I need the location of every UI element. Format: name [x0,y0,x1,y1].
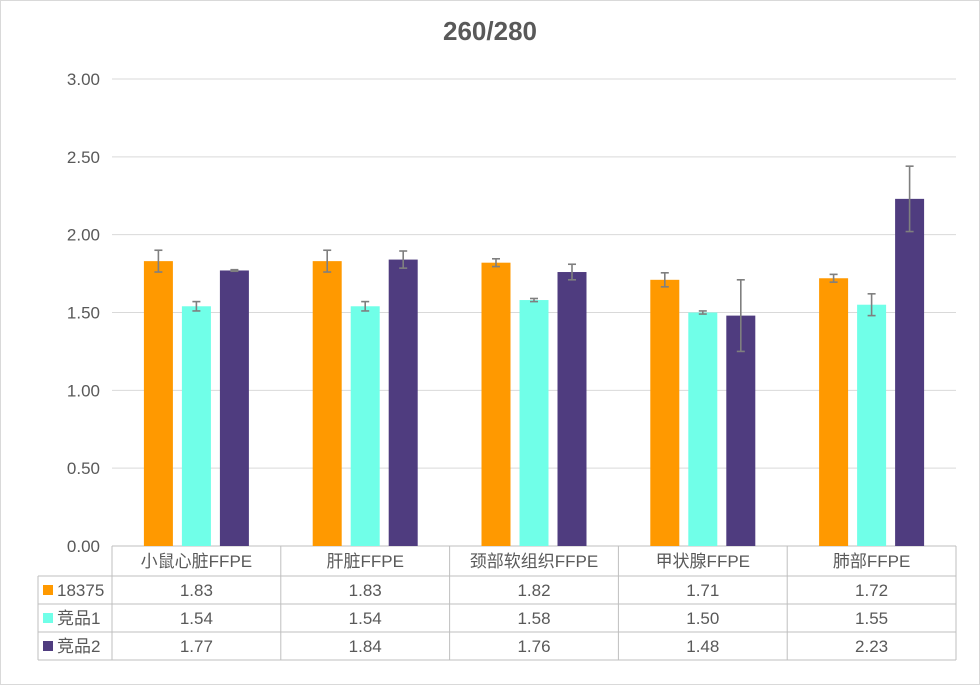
data-label: 1.83 [349,581,382,600]
y-tick-label: 1.00 [67,381,100,400]
bar [650,279,680,546]
data-label: 1.54 [349,609,382,628]
legend-label: 18375 [57,581,104,600]
data-label: 1.72 [855,581,888,600]
bar [519,300,549,546]
bar [481,262,511,546]
data-label: 2.23 [855,637,888,656]
bar [857,304,887,546]
category-label: 小鼠心脏FFPE [141,552,252,571]
category-label: 甲状腺FFPE [656,552,750,571]
legend-swatch [43,641,53,651]
data-label: 1.83 [180,581,213,600]
y-axis-ticks: 0.00 0.50 1.00 1.50 2.00 2.50 3.00 [67,70,100,556]
bar [388,259,418,546]
data-label: 1.77 [180,637,213,656]
data-label: 1.58 [517,609,550,628]
bar [312,261,342,546]
category-label: 肺部FFPE [833,552,910,571]
y-tick-label: 0.00 [67,537,100,556]
bar [350,306,380,546]
y-tick-label: 1.50 [67,304,100,323]
y-tick-label: 2.00 [67,226,100,245]
data-label: 1.48 [686,637,719,656]
bars [143,198,925,546]
bar [726,315,756,546]
category-label: 肝脏FFPE [326,552,403,571]
data-label: 1.54 [180,609,213,628]
y-tick-label: 2.50 [67,148,100,167]
bar [688,312,718,546]
legend-swatch [43,585,53,595]
category-label: 颈部软组织FFPE [470,552,598,571]
bar [895,198,925,546]
legend-label: 竞品2 [57,637,100,656]
y-tick-label: 0.50 [67,459,100,478]
bar [819,278,849,546]
chart-title: 260/280 [443,16,537,46]
legend-swatch [43,613,53,623]
bar [143,261,173,546]
data-label: 1.84 [349,637,382,656]
bar [557,272,587,546]
bar [219,270,249,546]
legend-label: 竞品1 [57,609,100,628]
data-table: 小鼠心脏FFPE 肝脏FFPE 颈部软组织FFPE 甲状腺FFPE 肺部FFPE 1837… [37,546,957,661]
data-label: 1.50 [686,609,719,628]
error-bars [154,165,914,353]
data-label: 1.76 [517,637,550,656]
data-label: 1.71 [686,581,719,600]
y-tick-label: 3.00 [67,70,100,89]
data-label: 1.82 [517,581,550,600]
bar [181,306,211,546]
data-label: 1.55 [855,609,888,628]
